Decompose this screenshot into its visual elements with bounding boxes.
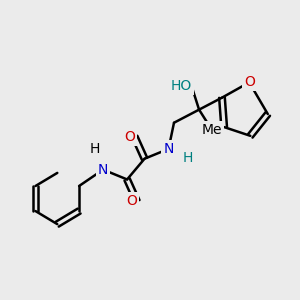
Text: N: N — [164, 142, 174, 156]
Text: O: O — [126, 194, 137, 208]
Text: H: H — [89, 142, 100, 156]
Text: O: O — [244, 75, 255, 89]
Text: HO: HO — [170, 79, 191, 93]
Text: O: O — [124, 130, 135, 144]
Text: H: H — [183, 151, 193, 165]
Text: N: N — [98, 163, 108, 177]
Text: Me: Me — [202, 123, 222, 137]
